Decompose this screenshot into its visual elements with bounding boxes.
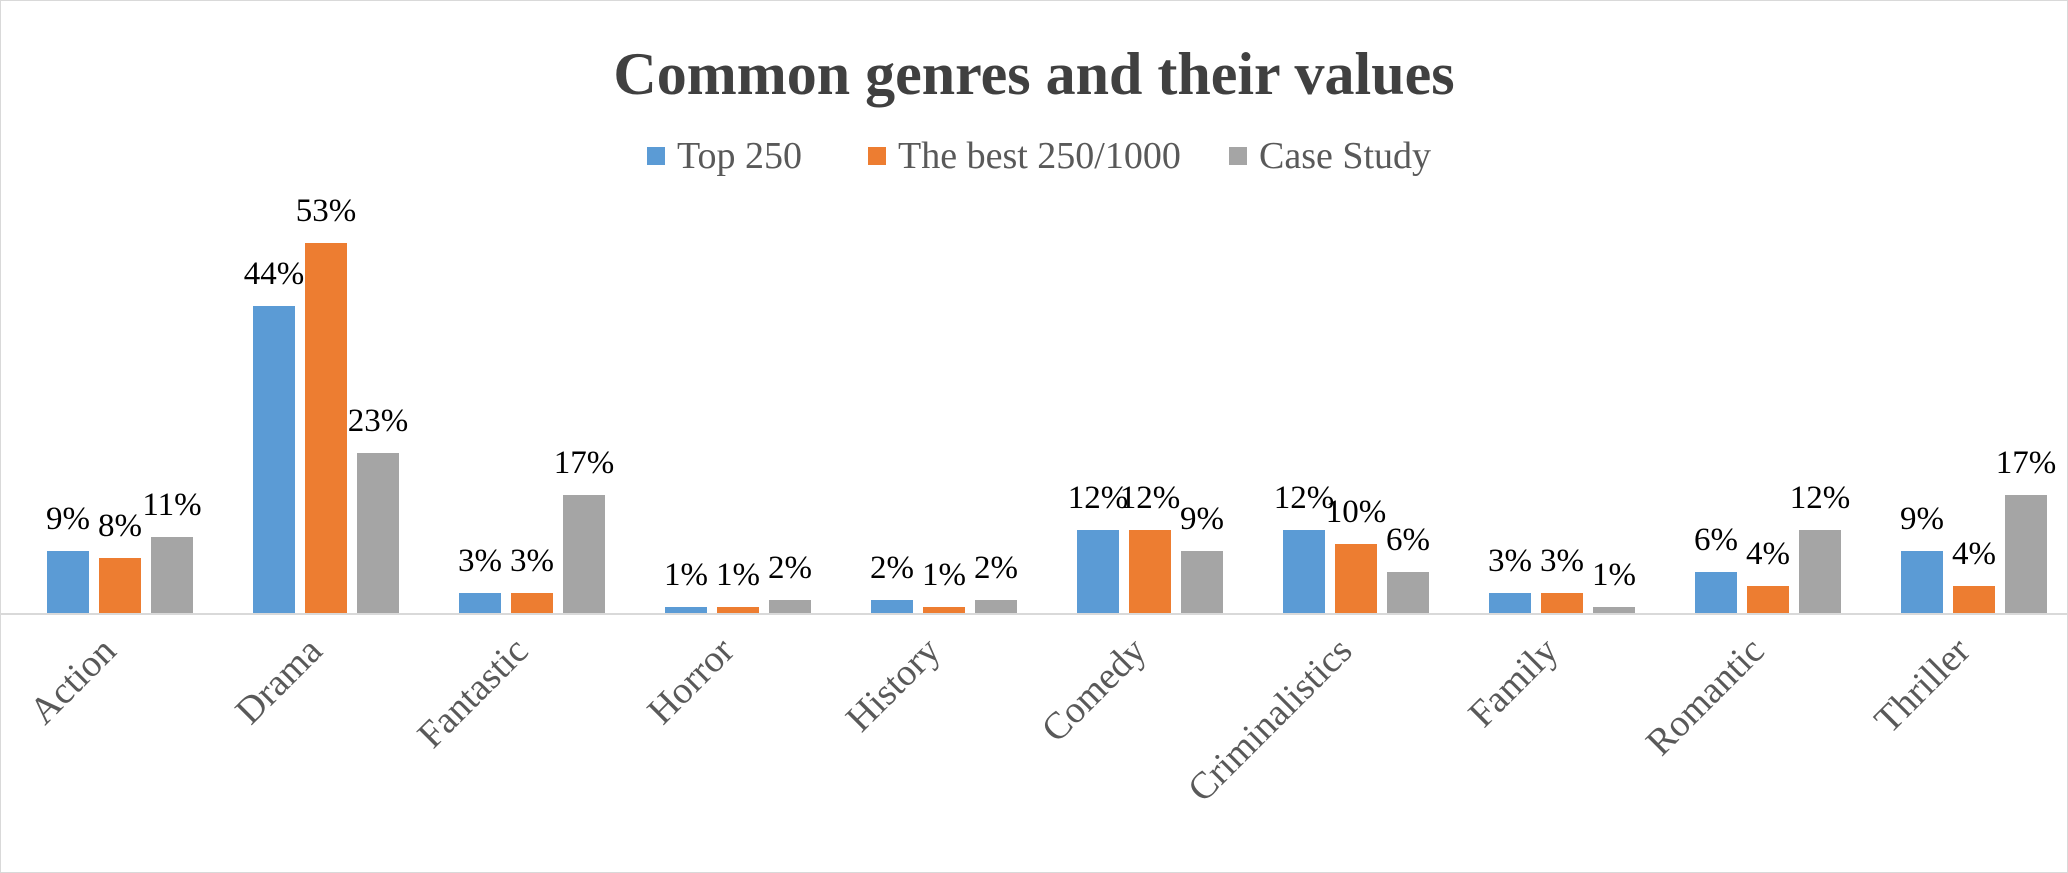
category-label-drama: Drama [228, 630, 331, 733]
data-label-family-series-1: 3% [1488, 543, 1532, 579]
legend-label-2: The best 250/1000 [898, 135, 1181, 177]
bar-drama-series-1 [253, 306, 295, 614]
data-label-drama-series-3: 23% [348, 403, 409, 439]
bar-history-series-3 [975, 600, 1017, 614]
bar-drama-series-3 [357, 453, 399, 614]
bar-criminalistics-series-2 [1335, 544, 1377, 614]
category-label-horror: Horror [640, 629, 743, 732]
category-label-history: History [838, 630, 948, 740]
data-label-fantastic-series-3: 17% [554, 445, 615, 481]
bar-romantic-series-3 [1799, 530, 1841, 614]
category-label-thriller: Thriller [1867, 629, 1979, 741]
data-label-criminalistics-series-3: 6% [1386, 522, 1430, 558]
bar-drama-series-2 [305, 243, 347, 614]
data-labels: 9% 8%11%44%53%23%3% 3%17%1% 1% 2% 2% 1% 2%12%12… [46, 193, 2056, 593]
bar-family-series-1 [1489, 593, 1531, 614]
data-label-family-series-2: 3% [1540, 543, 1584, 579]
bar-action-series-2 [99, 558, 141, 614]
category-label-comedy: Comedy [1034, 630, 1155, 751]
bar-fantastic-series-2 [511, 593, 553, 614]
bar-horror-series-3 [769, 600, 811, 614]
bar-action-series-1 [47, 551, 89, 614]
bar-fantastic-series-3 [563, 495, 605, 614]
bar-comedy-series-3 [1181, 551, 1223, 614]
legend-swatch-1 [647, 147, 665, 165]
legend-label-1: Top 250 [677, 135, 802, 177]
bar-comedy-series-1 [1077, 530, 1119, 614]
data-label-history-series-3: 2% [974, 550, 1018, 586]
data-label-action-series-3: 11% [142, 487, 201, 523]
data-label-romantic-series-2: 4% [1746, 536, 1790, 572]
data-label-thriller-series-3: 17% [1996, 445, 2057, 481]
bar-family-series-2 [1541, 593, 1583, 614]
category-label-criminalistics: Criminalistics [1180, 630, 1360, 810]
data-label-history-series-2: 1% [922, 557, 966, 593]
bar-history-series-1 [871, 600, 913, 614]
bar-fantastic-series-1 [459, 593, 501, 614]
data-label-horror-series-3: 2% [768, 550, 812, 586]
data-label-romantic-series-3: 12% [1790, 480, 1851, 516]
bar-history-series-2 [923, 607, 965, 614]
data-label-comedy-series-1: 12% [1068, 480, 1129, 516]
bar-criminalistics-series-3 [1387, 572, 1429, 614]
bars [47, 243, 2047, 614]
data-label-comedy-series-2: 12% [1120, 480, 1181, 516]
data-label-drama-series-1: 44% [244, 256, 305, 292]
bar-thriller-series-1 [1901, 551, 1943, 614]
data-label-fantastic-series-2: 3% [510, 543, 554, 579]
chart-title: Common genres and their values [613, 41, 1454, 107]
category-labels: Action Drama Fantastic Horror History Comedy C… [22, 629, 1979, 810]
data-label-horror-series-1: 1% [664, 557, 708, 593]
bar-romantic-series-1 [1695, 572, 1737, 614]
legend: Top 250 The best 250/1000 Case Study [647, 135, 1431, 177]
data-label-drama-series-2: 53% [296, 193, 357, 229]
data-label-comedy-series-3: 9% [1180, 501, 1224, 537]
bar-horror-series-2 [717, 607, 759, 614]
data-label-action-series-2: 8% [98, 508, 142, 544]
data-label-thriller-series-1: 9% [1900, 501, 1944, 537]
data-label-criminalistics-series-2: 10% [1326, 494, 1387, 530]
category-label-romantic: Romantic [1638, 630, 1772, 764]
data-label-horror-series-2: 1% [716, 557, 760, 593]
data-label-history-series-1: 2% [870, 550, 914, 586]
bar-horror-series-1 [665, 607, 707, 614]
data-label-action-series-1: 9% [46, 501, 90, 537]
legend-swatch-3 [1229, 147, 1247, 165]
data-label-romantic-series-1: 6% [1694, 522, 1738, 558]
bar-family-series-3 [1593, 607, 1635, 614]
category-label-fantastic: Fantastic [410, 630, 537, 757]
category-label-family: Family [1461, 630, 1567, 736]
category-label-action: Action [22, 630, 125, 733]
bar-action-series-3 [151, 537, 193, 614]
bar-criminalistics-series-1 [1283, 530, 1325, 614]
data-label-family-series-3: 1% [1592, 557, 1636, 593]
data-label-criminalistics-series-1: 12% [1274, 480, 1335, 516]
legend-label-3: Case Study [1259, 135, 1431, 177]
bar-thriller-series-3 [2005, 495, 2047, 614]
legend-swatch-2 [868, 147, 886, 165]
bar-thriller-series-2 [1953, 586, 1995, 614]
data-label-thriller-series-2: 4% [1952, 536, 1996, 572]
bar-romantic-series-2 [1747, 586, 1789, 614]
bar-comedy-series-2 [1129, 530, 1171, 614]
data-label-fantastic-series-1: 3% [458, 543, 502, 579]
